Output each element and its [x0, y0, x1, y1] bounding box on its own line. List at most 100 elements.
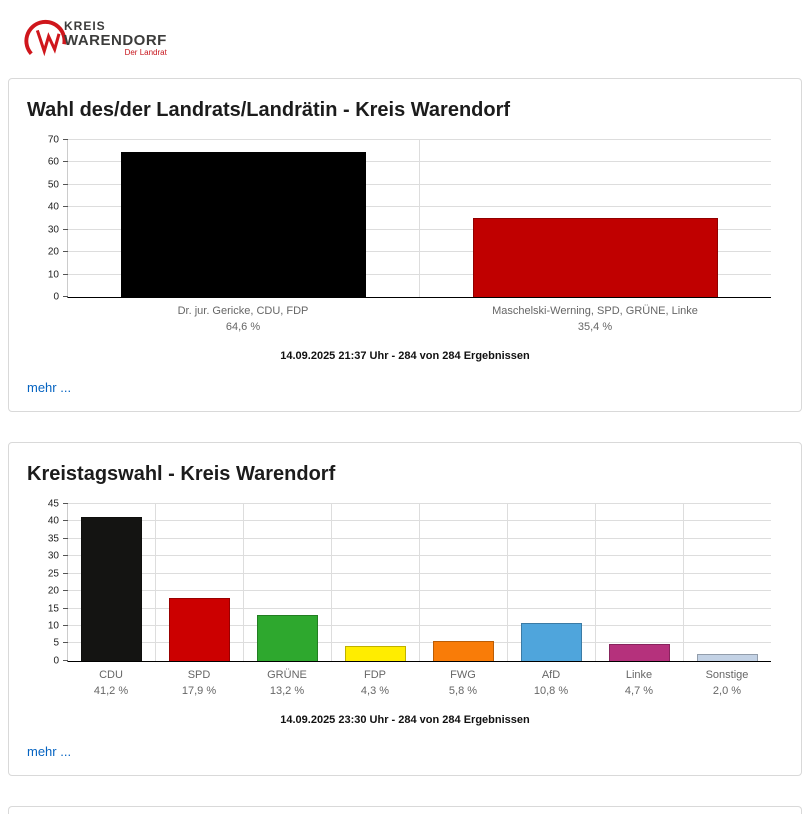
- kreistagswahl-status: 14.09.2025 23:30 Uhr - 284 von 284 Ergeb…: [280, 713, 530, 726]
- y-tick-mark: [63, 520, 68, 522]
- bar-maschelski-werning-spd-grüne-linke: [472, 217, 719, 297]
- logo-text: KREIS WARENDORF Der Landrat: [64, 20, 167, 58]
- category-label: Maschelski-Werning, SPD, GRÜNE, Linke 35,…: [419, 304, 771, 336]
- y-axis-label: 20: [47, 585, 59, 597]
- bar-spd: [169, 598, 230, 661]
- bar-cdu: [81, 517, 142, 661]
- logo-subtitle: Der Landrat: [124, 48, 167, 58]
- category-name: Maschelski-Werning, SPD, GRÜNE, Linke: [492, 305, 698, 317]
- y-axis-label: 70: [47, 134, 59, 146]
- category-column: [596, 503, 684, 661]
- category-column: [156, 503, 244, 661]
- logo-line-warendorf: WARENDORF: [64, 31, 167, 49]
- card-kreistagswahl: Kreistagswahl - Kreis Warendorf 0 5 10 15 20…: [8, 441, 802, 776]
- landratswahl-more-link[interactable]: mehr ...: [27, 379, 72, 395]
- category-label: GRÜNE 13,2 %: [243, 668, 331, 700]
- y-axis-label: 0: [53, 291, 59, 303]
- kreistagswahl-bar-chart: 0 5 10 15 20 25 30 35 40 45 CDU 41,2 % SPD 17,9 % GRÜN…: [48, 498, 771, 700]
- y-tick-mark: [63, 273, 68, 275]
- y-tick-mark: [63, 642, 68, 644]
- y-tick-mark: [63, 139, 68, 140]
- bars-container: [68, 503, 771, 661]
- y-tick-mark: [63, 296, 68, 297]
- y-axis-label: 30: [47, 224, 59, 236]
- x-axis-labels: Dr. jur. Gericke, CDU, FDP 64,6 % Maschels…: [67, 304, 771, 336]
- x-axis-labels: CDU 41,2 % SPD 17,9 % GRÜNE 13,2 % FDP 4,3 % FWG…: [67, 668, 771, 700]
- card-title-landratswahl: Wahl des/der Landrats/Landrätin - Kreis …: [27, 99, 511, 121]
- category-label: AfD 10,8 %: [507, 668, 595, 700]
- category-column: [244, 503, 332, 661]
- gridline: [68, 139, 771, 140]
- y-axis-label: 15: [47, 603, 59, 615]
- y-axis-label: 10: [47, 620, 59, 632]
- category-percentage: 13,2 %: [269, 684, 305, 697]
- y-tick-mark: [63, 537, 68, 539]
- logo-swirl-icon: [24, 20, 67, 57]
- category-name: GRÜNE: [267, 668, 307, 681]
- category-label: FWG 5,8 %: [419, 668, 507, 700]
- bar-fdp: [345, 645, 406, 661]
- y-tick-mark: [63, 555, 68, 557]
- category-percentage: 10,8 %: [533, 684, 569, 697]
- y-tick-mark: [63, 502, 68, 504]
- bar-linke: [609, 644, 670, 661]
- category-name: Sonstige: [705, 668, 749, 681]
- y-tick-mark: [63, 607, 68, 609]
- category-percentage: 4,7 %: [624, 684, 654, 697]
- category-name: Linke: [625, 668, 653, 681]
- category-name: AfD: [541, 668, 561, 681]
- category-label: CDU 41,2 %: [67, 668, 155, 700]
- landratswahl-status: 14.09.2025 21:37 Uhr - 284 von 284 Ergeb…: [280, 349, 530, 362]
- y-tick-mark: [63, 251, 68, 253]
- category-percentage: 17,9 %: [181, 684, 217, 697]
- logo-line-kreis: KREIS: [64, 19, 106, 34]
- plot-area: 0 10 20 30 40 50 60 70: [48, 135, 771, 303]
- y-axis-label: 30: [47, 550, 59, 562]
- category-column: [68, 140, 420, 297]
- plot-area: 0 5 10 15 20 25 30 35 40 45: [48, 498, 771, 666]
- next-card-top-edge: [8, 805, 802, 814]
- category-label: SPD 17,9 %: [155, 668, 243, 700]
- category-label: FDP 4,3 %: [331, 668, 419, 700]
- y-axis-label: 40: [47, 515, 59, 527]
- y-tick-mark: [63, 572, 68, 574]
- category-column: [508, 503, 596, 661]
- category-percentage: 41,2 %: [93, 684, 129, 697]
- results-main: Wahl des/der Landrats/Landrätin - Kreis …: [0, 78, 810, 814]
- category-name: SPD: [187, 668, 211, 681]
- category-percentage: 64,6 %: [225, 320, 261, 333]
- y-tick-mark: [63, 625, 68, 626]
- y-axis-label: 0: [53, 655, 59, 667]
- y-tick-mark: [63, 228, 68, 230]
- y-axis-label: 45: [47, 498, 59, 510]
- category-column: [684, 504, 771, 661]
- y-tick-mark: [63, 206, 68, 208]
- category-name: FWG: [450, 668, 476, 681]
- bar-dr-jur-gericke-cdu-fdp: [120, 152, 367, 297]
- y-tick-mark: [63, 183, 68, 185]
- y-axis-label: 25: [47, 568, 59, 580]
- y-axis-label: 40: [47, 201, 59, 213]
- bar-fwg: [433, 640, 494, 661]
- category-column: [68, 503, 156, 661]
- category-column: [420, 503, 508, 661]
- y-tick-mark: [63, 590, 68, 592]
- category-name: CDU: [99, 668, 123, 681]
- category-name: Dr. jur. Gericke, CDU, FDP: [177, 305, 309, 317]
- bars-container: [68, 140, 771, 297]
- category-percentage: 5,8 %: [448, 684, 478, 697]
- y-axis-label: 20: [47, 246, 59, 258]
- y-axis-label: 50: [47, 179, 59, 191]
- y-axis-label: 60: [47, 156, 59, 168]
- bar-sonstige: [697, 653, 758, 661]
- page-header: KREIS WARENDORF Der Landrat: [0, 0, 810, 78]
- bar-grüne: [257, 614, 318, 661]
- kreistagswahl-more-link[interactable]: mehr ...: [27, 743, 72, 759]
- category-percentage: 2,0 %: [712, 684, 742, 697]
- category-percentage: 4,3 %: [360, 684, 390, 697]
- kreis-warendorf-logo: KREIS WARENDORF Der Landrat: [20, 13, 167, 65]
- card-title-kreistagswahl: Kreistagswahl - Kreis Warendorf: [27, 462, 336, 485]
- category-label: Linke 4,7 %: [595, 668, 683, 700]
- y-tick-mark: [63, 659, 68, 661]
- category-column: [420, 140, 771, 297]
